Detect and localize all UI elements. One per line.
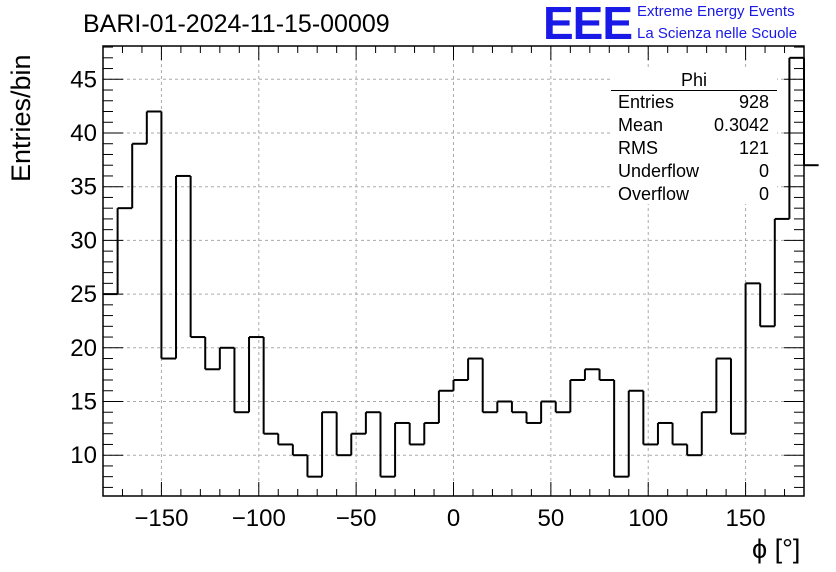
stat-label: RMS [618, 138, 658, 158]
histogram-bin [423, 421, 439, 445]
histogram-bin [175, 174, 191, 359]
histogram-bin [583, 368, 600, 381]
stat-value: 0 [758, 161, 769, 181]
x-axis-label: ϕ [°] [752, 534, 801, 564]
histogram-bin [773, 217, 790, 327]
y-axis-label: Entries/bin [6, 54, 36, 182]
stat-label: Mean [618, 115, 664, 135]
stat-row-underflow: Underflow 0 [618, 161, 769, 184]
chart-title: BARI-01-2024-11-15-00009 [83, 10, 390, 38]
histogram-bin [569, 379, 585, 413]
histogram-bin [598, 369, 615, 382]
x-tick-label: 100 [628, 505, 668, 532]
histogram-bin [321, 411, 337, 477]
histogram-bin [218, 346, 235, 370]
eee-logo: EEE [543, 0, 633, 49]
histogram-bin [700, 411, 717, 456]
stat-row-rms: RMS 121 [618, 138, 769, 161]
histogram-bin [671, 422, 688, 446]
histogram-bin [481, 358, 498, 414]
histogram-bin [262, 337, 279, 435]
histogram-bin [364, 411, 381, 434]
histogram-bin [686, 444, 702, 457]
histogram-bin [759, 283, 775, 328]
y-tick-label: 35 [70, 174, 97, 201]
stat-row-entries: Entries 928 [618, 92, 769, 115]
histogram-bin [525, 412, 542, 424]
histogram-bin [452, 379, 469, 391]
histogram-bin [788, 56, 804, 219]
y-tick-label: 40 [70, 120, 97, 147]
axes [102, 45, 805, 497]
histogram-bin [248, 336, 264, 413]
histogram-bin [306, 455, 323, 478]
x-tick-label: −50 [336, 505, 377, 532]
histogram-bin [554, 401, 571, 414]
stat-label: Entries [618, 92, 675, 112]
stat-value: 928 [738, 92, 769, 112]
stat-row-mean: Mean 0.3042 [618, 115, 769, 138]
histogram-bin [729, 358, 746, 435]
tick-labels: −150 −100 −50 0 50 100 150 10 15 20 25 30 35 40 45 [70, 66, 765, 532]
stat-label: Underflow [618, 161, 700, 181]
histogram-bin [116, 207, 133, 295]
histogram-bin [437, 389, 454, 423]
histogram-bin [744, 282, 761, 434]
stats-title: Phi [680, 70, 707, 90]
stat-value: 121 [738, 138, 769, 158]
stats-divider [611, 90, 777, 91]
stat-value: 0.3042 [713, 115, 769, 135]
histogram-bin [379, 412, 396, 478]
histogram-bin [715, 357, 731, 413]
stat-row-overflow: Overflow 0 [618, 184, 769, 207]
stat-value: 0 [758, 184, 769, 204]
x-tick-label: 0 [447, 505, 460, 532]
histogram-bin [510, 401, 527, 414]
histogram-bin [656, 421, 673, 445]
y-tick-label: 10 [70, 442, 97, 469]
stats-box: Phi Entries 928 Mean 0.3042 RMS 121 Unde… [611, 70, 777, 204]
stat-label: Overflow [618, 184, 690, 204]
histogram-bin [627, 389, 644, 477]
histogram-bin [277, 433, 293, 446]
x-tick-label: −100 [232, 505, 286, 532]
histogram-bin [204, 337, 220, 371]
histogram-bin [540, 400, 556, 423]
histogram-bin [467, 357, 483, 381]
histogram-bin [145, 110, 162, 144]
logo-caption-line2: La Scienza nelle Scuole [637, 25, 798, 42]
histogram-bin [131, 142, 147, 209]
x-tick-label: −150 [134, 505, 188, 532]
histogram-bin [350, 432, 366, 456]
histogram-bars [103, 56, 819, 478]
x-tick-label: 50 [538, 505, 565, 532]
histogram-bin [613, 380, 629, 478]
histogram-bin [408, 422, 425, 446]
x-tick-label: 150 [726, 505, 766, 532]
histogram-bin [335, 412, 352, 457]
histogram-bin [496, 400, 512, 413]
histogram-bin [394, 421, 410, 477]
histogram-bin [189, 175, 206, 339]
y-tick-label: 25 [70, 281, 97, 308]
histogram-bin [642, 390, 658, 446]
logo-caption-line1: Extreme Energy Events [637, 3, 795, 20]
y-tick-label: 30 [70, 227, 97, 254]
y-tick-label: 20 [70, 335, 97, 362]
y-tick-label: 15 [70, 388, 97, 415]
y-tick-label: 45 [70, 66, 97, 93]
histogram-bin [233, 347, 250, 414]
histogram-bin [160, 111, 177, 360]
histogram-bin [803, 57, 819, 167]
histogram-bin [291, 444, 308, 457]
